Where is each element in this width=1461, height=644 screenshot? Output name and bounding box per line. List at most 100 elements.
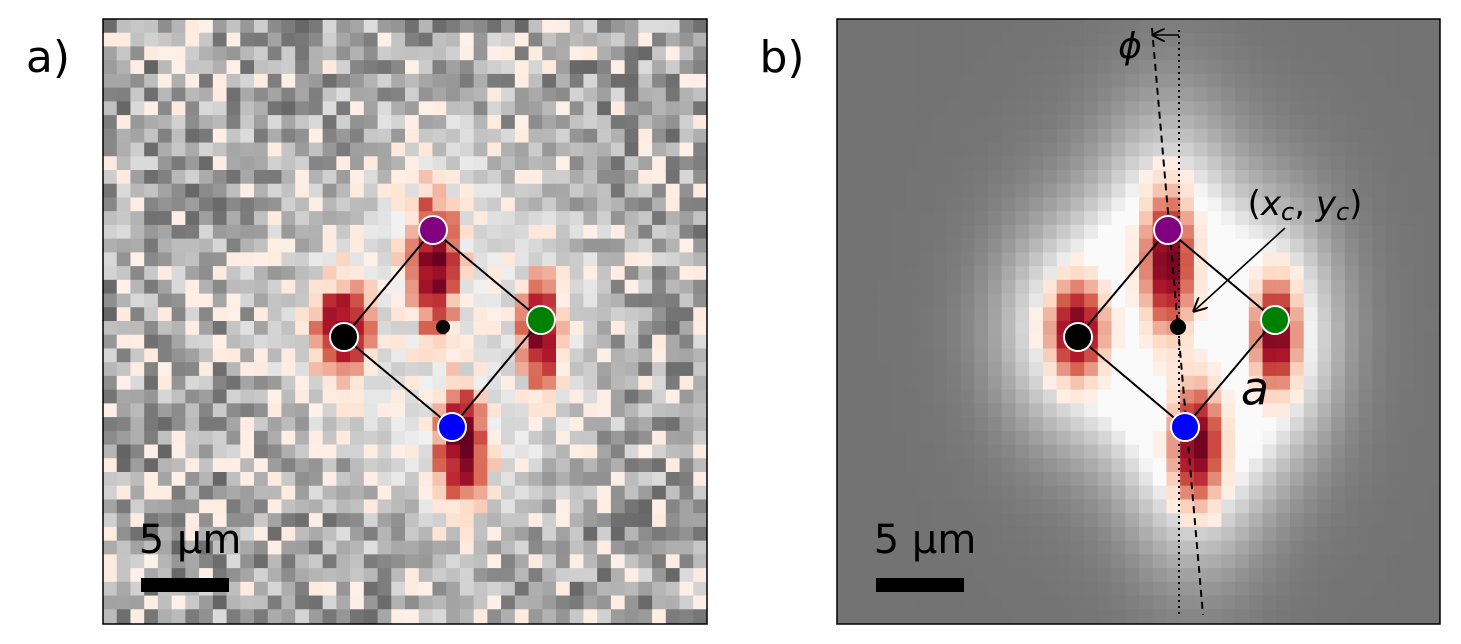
pixel	[405, 170, 420, 185]
pixel	[514, 362, 530, 377]
pixel	[569, 170, 585, 185]
pixel	[157, 499, 173, 514]
pixel	[1207, 128, 1222, 144]
pixel	[308, 183, 324, 199]
pixel	[1221, 183, 1236, 199]
pixel	[1166, 334, 1181, 350]
pixel	[185, 128, 200, 144]
pixel	[960, 458, 975, 473]
pixel	[960, 375, 975, 391]
pixel	[693, 595, 707, 610]
pixel	[652, 238, 667, 253]
pixel	[350, 115, 365, 130]
pixel	[1070, 581, 1085, 597]
pixel	[157, 46, 173, 61]
pixel	[322, 128, 337, 144]
pixel	[103, 307, 118, 322]
pixel	[1372, 46, 1387, 61]
pixel	[905, 458, 920, 473]
pixel	[1235, 430, 1250, 446]
pixel	[418, 279, 434, 295]
pixel	[679, 128, 694, 144]
pixel	[185, 375, 200, 391]
pixel	[1070, 238, 1085, 253]
pixel	[1235, 238, 1250, 253]
pixel	[1221, 362, 1236, 377]
pixel	[556, 499, 571, 514]
pixel	[322, 87, 337, 102]
pixel	[1262, 540, 1277, 555]
pixel	[638, 211, 653, 226]
pixel	[1084, 513, 1099, 528]
pixel	[1207, 444, 1222, 459]
pixel	[1070, 540, 1085, 555]
pixel	[878, 224, 893, 240]
pixel	[1235, 32, 1250, 48]
pixel	[878, 609, 893, 624]
pixel	[864, 321, 879, 336]
pixel	[226, 32, 241, 48]
pixel	[864, 595, 879, 610]
pixel	[473, 499, 488, 514]
pixel	[281, 609, 296, 624]
pixel	[597, 73, 612, 89]
pixel	[1084, 115, 1099, 130]
pixel	[693, 444, 707, 459]
pixel	[1056, 128, 1071, 144]
pixel	[1358, 101, 1373, 116]
pixel	[569, 348, 585, 363]
pixel	[1207, 238, 1222, 253]
pixel	[1276, 417, 1291, 432]
pixel	[267, 170, 283, 185]
pixel	[212, 128, 228, 144]
pixel	[597, 87, 612, 102]
pixel	[144, 156, 159, 171]
pixel	[1139, 307, 1154, 322]
pixel	[199, 485, 214, 501]
pixel	[1386, 19, 1401, 34]
pixel	[1317, 279, 1332, 295]
pixel	[1042, 609, 1058, 624]
pixel	[501, 540, 516, 555]
pixel	[1427, 526, 1440, 542]
pixel	[171, 334, 186, 350]
pixel	[1358, 458, 1373, 473]
pixel	[1070, 526, 1085, 542]
pixel	[1331, 60, 1346, 75]
pixel	[933, 375, 948, 391]
pixel	[514, 224, 530, 240]
pixel	[226, 293, 241, 308]
pixel	[919, 73, 934, 89]
pixel	[1152, 485, 1168, 501]
pixel	[638, 458, 653, 473]
pixel	[1358, 211, 1373, 226]
pixel	[212, 595, 228, 610]
pixel	[377, 485, 392, 501]
pixel	[933, 472, 948, 487]
pixel	[679, 554, 694, 569]
pixel	[281, 444, 296, 459]
pixel	[919, 211, 934, 226]
pixel	[501, 238, 516, 253]
pixel	[542, 444, 557, 459]
pixel	[1029, 211, 1044, 226]
pixel	[1235, 513, 1250, 528]
pixel	[652, 430, 667, 446]
pixel	[1317, 540, 1332, 555]
pixel	[610, 238, 626, 253]
pixel	[1111, 348, 1126, 363]
pixel	[1152, 197, 1168, 212]
pixel	[1413, 183, 1428, 199]
pixel	[350, 87, 365, 102]
pixel	[1084, 60, 1099, 75]
pixel	[267, 430, 283, 446]
pixel	[679, 417, 694, 432]
pixel	[624, 252, 639, 267]
pixel	[1262, 60, 1277, 75]
pixel	[336, 499, 351, 514]
pixel	[157, 321, 173, 336]
pixel	[363, 46, 379, 61]
pixel	[1042, 197, 1058, 212]
pixel	[960, 540, 975, 555]
pixel	[1084, 499, 1099, 514]
